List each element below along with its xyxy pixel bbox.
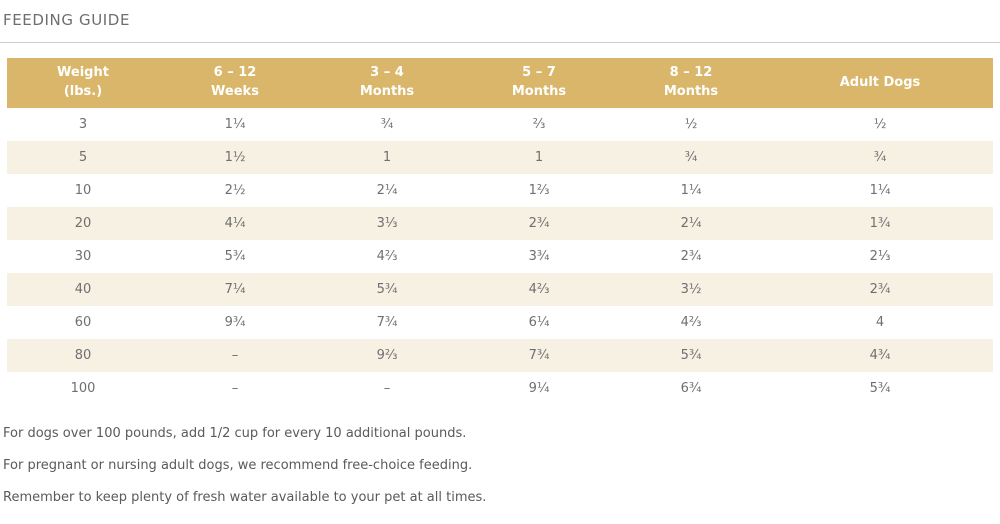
table-row: 100 – – 9¼ 6¾ 5¾ xyxy=(7,372,993,405)
table-cell: 1¼ xyxy=(869,183,891,198)
table-cell: 1¼ xyxy=(680,183,702,198)
table-cell: 4⅔ xyxy=(528,282,550,297)
table-cell: 4⅔ xyxy=(376,249,398,264)
column-header-adult-dogs: Adult Dogs xyxy=(767,58,993,108)
table-cell: – xyxy=(231,348,239,363)
table-cell: 1½ xyxy=(224,150,246,165)
table-cell: 6¼ xyxy=(528,315,550,330)
page-title: FEEDING GUIDE xyxy=(3,11,131,29)
table-cell: – xyxy=(383,381,391,396)
table-cell: 5¾ xyxy=(376,282,398,297)
table-row: 40 7¼ 5¾ 4⅔ 3½ 2¾ xyxy=(7,273,993,306)
table-cell: 3⅓ xyxy=(376,216,398,231)
table-cell: 60 xyxy=(74,315,92,330)
table-row: 10 2½ 2¼ 1⅔ 1¼ 1¼ xyxy=(7,174,993,207)
table-cell: 2⅓ xyxy=(869,249,891,264)
table-cell: 7¾ xyxy=(376,315,398,330)
table-header-row: Weight (lbs.) 6 – 12 Weeks 3 – 4 Months … xyxy=(7,58,993,108)
table-cell: 4 xyxy=(875,315,885,330)
table-cell: 2¾ xyxy=(528,216,550,231)
table-cell: ¾ xyxy=(684,150,698,165)
table-cell: 40 xyxy=(74,282,92,297)
table-cell: – xyxy=(231,381,239,396)
title-divider xyxy=(0,42,1000,43)
column-header-5-7-months: 5 – 7 Months xyxy=(463,58,615,108)
table-cell: 6¾ xyxy=(680,381,702,396)
note-pregnant-nursing: For pregnant or nursing adult dogs, we r… xyxy=(3,458,473,473)
note-fresh-water: Remember to keep plenty of fresh water a… xyxy=(3,490,487,505)
table-cell: 100 xyxy=(70,381,96,396)
table-cell: 2¼ xyxy=(376,183,398,198)
table-cell: 2¾ xyxy=(680,249,702,264)
table-row: 30 5¾ 4⅔ 3¾ 2¾ 2⅓ xyxy=(7,240,993,273)
column-header-8-12-months: 8 – 12 Months xyxy=(615,58,767,108)
table-cell: 2½ xyxy=(224,183,246,198)
table-cell: ½ xyxy=(873,117,887,132)
table-cell: 1 xyxy=(382,150,392,165)
table-cell: 1¼ xyxy=(224,117,246,132)
table-cell: 80 xyxy=(74,348,92,363)
table-row: 20 4¼ 3⅓ 2¾ 2¼ 1¾ xyxy=(7,207,993,240)
table-cell: 4¾ xyxy=(869,348,891,363)
notes-section: For dogs over 100 pounds, add 1/2 cup fo… xyxy=(0,426,1000,505)
table-cell: 3 xyxy=(78,117,88,132)
table-cell: 3¾ xyxy=(528,249,550,264)
table-cell: 1⅔ xyxy=(528,183,550,198)
table-cell: 3½ xyxy=(680,282,702,297)
table-cell: 2¾ xyxy=(869,282,891,297)
table-row: 3 1¼ ¾ ⅔ ½ ½ xyxy=(7,108,993,141)
table-cell: 4¼ xyxy=(224,216,246,231)
table-cell: 4⅔ xyxy=(680,315,702,330)
table-row: 5 1½ 1 1 ¾ ¾ xyxy=(7,141,993,174)
table-cell: 7¾ xyxy=(528,348,550,363)
table-cell: ⅔ xyxy=(532,117,546,132)
table-cell: ¾ xyxy=(380,117,394,132)
table-cell: 5¾ xyxy=(224,249,246,264)
table-cell: 9⅔ xyxy=(376,348,398,363)
table-cell: 7¼ xyxy=(224,282,246,297)
table-cell: 5 xyxy=(78,150,88,165)
table-cell: 30 xyxy=(74,249,92,264)
table-row: 60 9¾ 7¾ 6¼ 4⅔ 4 xyxy=(7,306,993,339)
table-cell: ½ xyxy=(684,117,698,132)
table-cell: ¾ xyxy=(873,150,887,165)
table-cell: 1¾ xyxy=(869,216,891,231)
table-cell: 9¼ xyxy=(528,381,550,396)
table-cell: 5¾ xyxy=(869,381,891,396)
feeding-guide-table: Weight (lbs.) 6 – 12 Weeks 3 – 4 Months … xyxy=(7,58,993,405)
table-row: 80 – 9⅔ 7¾ 5¾ 4¾ xyxy=(7,339,993,372)
note-over-100-pounds: For dogs over 100 pounds, add 1/2 cup fo… xyxy=(3,426,467,441)
table-cell: 10 xyxy=(74,183,92,198)
table-cell: 2¼ xyxy=(680,216,702,231)
table-cell: 1 xyxy=(534,150,544,165)
column-header-weight: Weight (lbs.) xyxy=(7,58,159,108)
column-header-3-4-months: 3 – 4 Months xyxy=(311,58,463,108)
table-cell: 20 xyxy=(74,216,92,231)
table-cell: 5¾ xyxy=(680,348,702,363)
table-cell: 9¾ xyxy=(224,315,246,330)
column-header-6-12-weeks: 6 – 12 Weeks xyxy=(159,58,311,108)
